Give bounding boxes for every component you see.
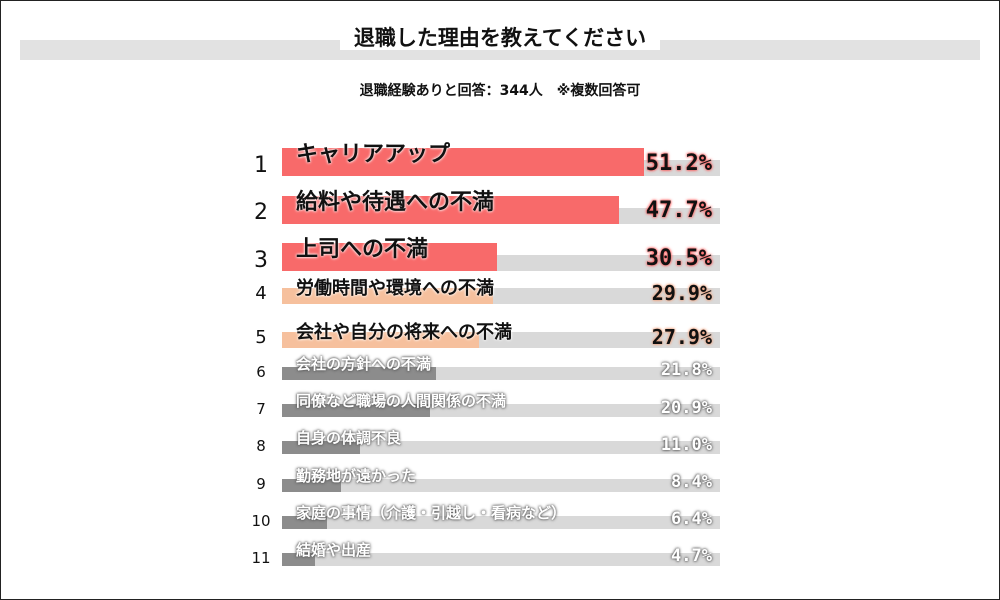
category-label: 勤務地が遠かった (296, 466, 417, 485)
value-label: 6.4% (671, 509, 712, 530)
rank-number: 5 (255, 327, 267, 349)
chart-title: 退職した理由を教えてください (339, 26, 661, 50)
bar (282, 148, 644, 176)
chart-title-wrap: 退職した理由を教えてください (0, 22, 1000, 52)
bar (282, 404, 430, 418)
title-band (20, 40, 980, 60)
category-label: 同僚など職場の人間関係の不満 (296, 392, 507, 411)
category-label: 会社の方針への不満 (296, 355, 432, 373)
bar (282, 515, 327, 529)
rank-number: 2 (254, 200, 268, 226)
rank-number: 8 (256, 437, 266, 456)
value-label: 29.9% (651, 281, 712, 305)
bar (282, 195, 619, 224)
rank-number: 1 (254, 152, 268, 178)
bar-track (282, 515, 720, 529)
value-label: 4.7% (671, 546, 712, 567)
category-label: 結婚や出産 (296, 541, 372, 559)
bar (282, 243, 497, 271)
value-label: 8.4% (671, 472, 712, 493)
value-label: 20.9% (660, 397, 712, 418)
bar (282, 367, 436, 380)
rank-number: 6 (256, 363, 266, 381)
rank-number: 3 (254, 247, 268, 273)
bar (282, 332, 479, 348)
bar (282, 478, 341, 492)
rank-number: 9 (256, 474, 266, 493)
bar (282, 553, 315, 566)
rank-number: 10 (251, 511, 271, 530)
value-label: 21.8% (660, 360, 712, 381)
category-label: 会社や自分の将来への不満 (296, 322, 512, 343)
rank-number: 7 (256, 400, 266, 419)
category-label: 給料や待遇への不満 (296, 189, 495, 215)
value-label: 11.0% (660, 434, 712, 455)
bar-track (282, 478, 720, 492)
bar-track (282, 441, 720, 455)
value-label: 47.7% (645, 198, 712, 224)
value-label: 30.5% (645, 245, 712, 271)
value-label: 51.2% (645, 150, 712, 176)
bar-track (282, 553, 720, 566)
category-label: 労働時間や環境への不満 (296, 278, 494, 299)
rank-number: 4 (255, 283, 267, 305)
chart-subtitle: 退職経験ありと回答：344人 ※複数回答可 (359, 83, 641, 99)
category-label: キャリアアップ (296, 142, 451, 167)
rank-number: 11 (251, 549, 271, 567)
bar (282, 441, 360, 455)
category-label: 自身の体調不良 (296, 429, 402, 448)
value-label: 27.9% (651, 325, 712, 349)
category-label: 上司への不満 (296, 237, 429, 262)
bar (282, 288, 493, 304)
category-label: 家庭の事情（介護・引越し・看病など） (296, 503, 567, 522)
